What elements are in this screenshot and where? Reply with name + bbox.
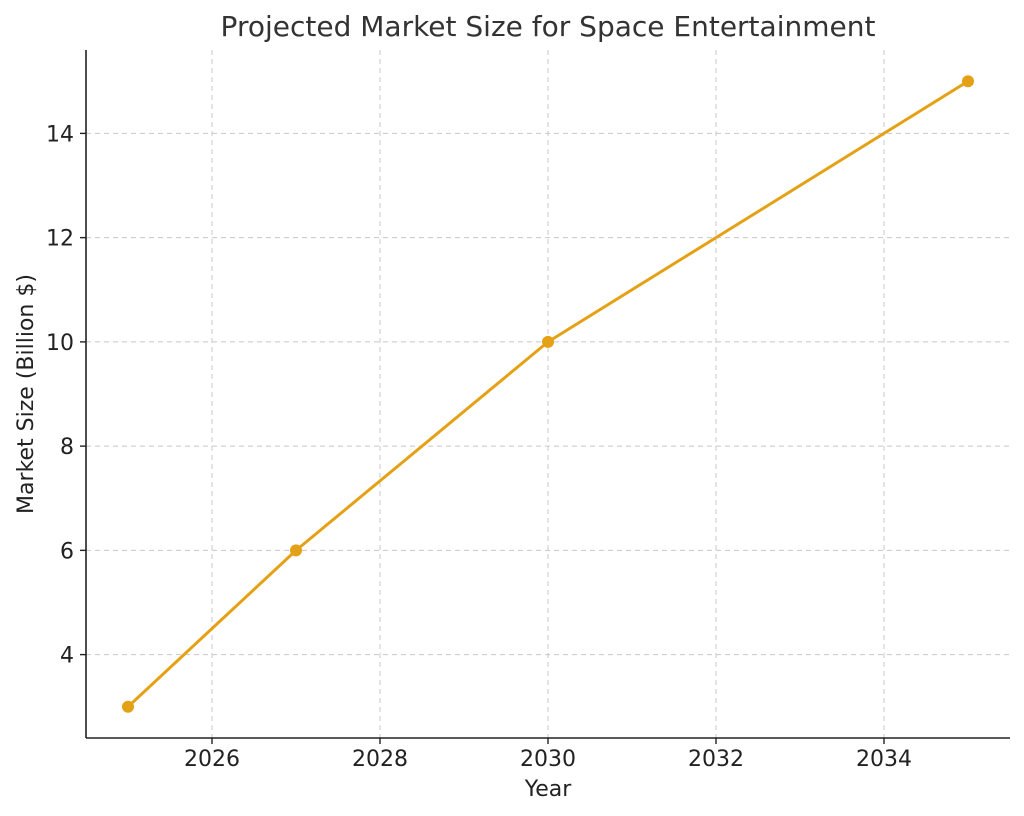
data-point [542,335,554,348]
x-tick-label: 2034 [856,747,912,772]
y-axis-label: Market Size (Billion $) [14,274,39,514]
y-tick-label: 12 [46,227,74,252]
series-line [126,79,969,708]
data-series [122,75,974,713]
x-tick-label: 2030 [520,747,576,772]
x-tick-label: 2028 [352,747,408,772]
axes [80,50,1010,744]
data-point [962,75,974,88]
tick-labels: 2026 2028 2030 2032 2034 4 6 8 10 12 14 [46,122,912,772]
data-point [122,700,134,713]
y-tick-label: 14 [46,122,74,147]
x-tick-label: 2032 [688,747,744,772]
y-tick-label: 6 [60,539,74,564]
chart-title: Projected Market Size for Space Entertai… [221,10,876,43]
y-tick-label: 8 [60,435,74,460]
y-tick-label: 10 [46,331,74,356]
grid-lines [86,50,1010,738]
data-point [290,544,302,557]
y-tick-label: 4 [60,644,74,669]
x-tick-label: 2026 [184,747,240,772]
x-axis-label: Year [524,777,573,802]
